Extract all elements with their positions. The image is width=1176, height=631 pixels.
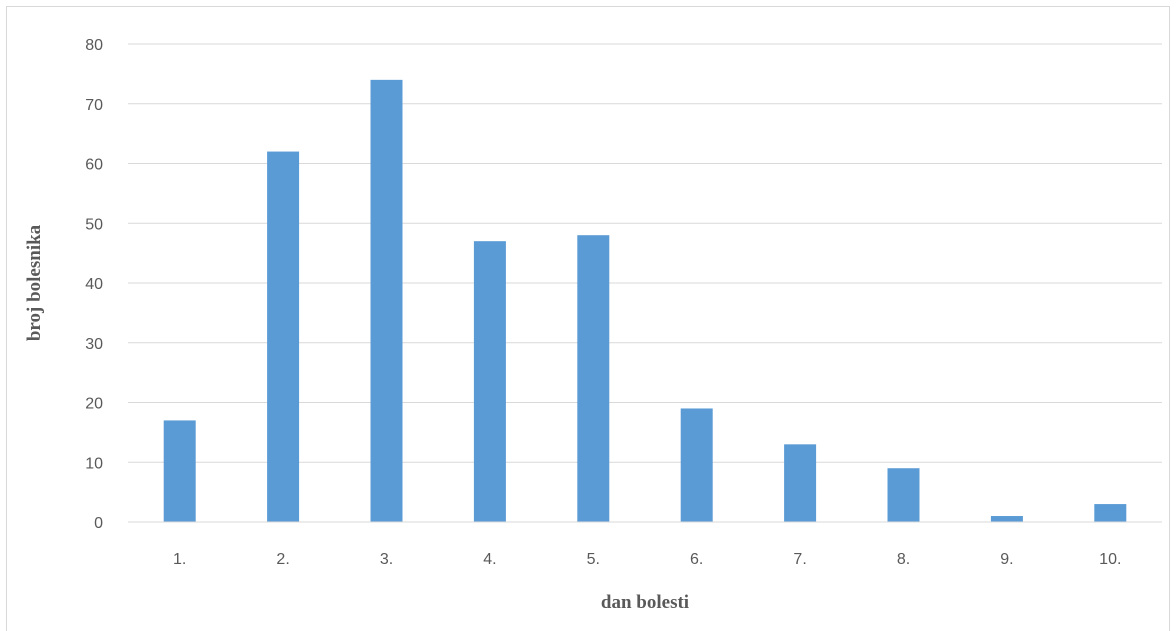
y-tick-label: 0 xyxy=(94,515,103,532)
y-tick-label: 40 xyxy=(85,276,103,293)
x-axis-ticks: 1. 2. 3. 4. 5. 6. 7. 8. 9. 10. xyxy=(173,551,1121,568)
x-tick-label: 8. xyxy=(897,551,910,568)
y-tick-label: 70 xyxy=(85,97,103,114)
bar xyxy=(370,79,403,522)
x-tick-label: 1. xyxy=(173,551,186,568)
x-tick-label: 6. xyxy=(690,551,703,568)
bar xyxy=(680,408,713,522)
bars xyxy=(163,79,1127,523)
bar xyxy=(267,151,300,523)
gridlines xyxy=(128,43,1162,463)
bar xyxy=(784,444,817,522)
y-tick-label: 80 xyxy=(85,37,103,54)
x-tick-label: 9. xyxy=(1000,551,1013,568)
bar xyxy=(1094,504,1127,522)
x-axis-title: dan bolesti xyxy=(601,592,689,613)
y-tick-label: 30 xyxy=(85,336,103,353)
x-tick-label: 3. xyxy=(380,551,393,568)
y-axis-title: broj bolesnika xyxy=(24,224,45,341)
x-tick-label: 2. xyxy=(276,551,289,568)
x-tick-label: 10. xyxy=(1099,551,1121,568)
y-tick-label: 10 xyxy=(85,455,103,472)
bar xyxy=(887,468,920,522)
bar xyxy=(163,420,196,522)
x-tick-label: 4. xyxy=(483,551,496,568)
y-tick-label: 50 xyxy=(85,216,103,233)
x-tick-label: 5. xyxy=(587,551,600,568)
y-tick-label: 20 xyxy=(85,396,103,413)
y-tick-label: 60 xyxy=(85,157,103,174)
bar xyxy=(577,235,610,522)
x-tick-label: 7. xyxy=(793,551,806,568)
bar xyxy=(990,516,1023,522)
bar xyxy=(473,241,506,523)
y-axis-ticks: 0 10 20 30 40 50 60 70 80 xyxy=(85,37,103,532)
